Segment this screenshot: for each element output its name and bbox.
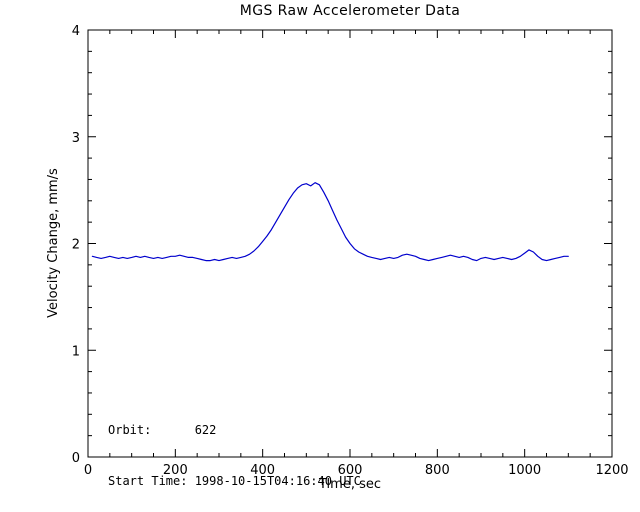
annotation-orbit: Orbit: 622 <box>108 423 217 437</box>
annotation-block: Orbit: 622 Start Time: 1998-10-15T04:16:… <box>108 388 361 512</box>
x-tick-label: 800 <box>425 463 450 478</box>
annotation-start-time: Start Time: 1998-10-15T04:16:40 UTC <box>108 474 361 488</box>
x-tick-label: 200 <box>163 463 188 478</box>
x-tick-label: 600 <box>338 463 363 478</box>
tick-labels: 0 200 400 600 800 1000 1200 0 1 2 3 4 <box>72 24 629 478</box>
velocity-change-line <box>91 182 569 262</box>
y-tick-label: 0 <box>72 451 80 466</box>
tick-marks <box>87 29 613 458</box>
x-tick-label: 1000 <box>508 463 541 478</box>
y-tick-label: 1 <box>72 344 80 359</box>
x-axis-label: Time, sec <box>319 477 381 492</box>
chart-title: MGS Raw Accelerometer Data <box>239 3 461 19</box>
x-tick-label: 400 <box>250 463 275 478</box>
x-tick-label: 0 <box>84 463 92 478</box>
x-tick-label: 1200 <box>595 463 628 478</box>
y-tick-label: 4 <box>72 24 80 39</box>
y-tick-label: 2 <box>72 238 80 253</box>
y-axis-label: Velocity Change, mm/s <box>46 168 61 318</box>
y-tick-label: 3 <box>72 131 80 146</box>
